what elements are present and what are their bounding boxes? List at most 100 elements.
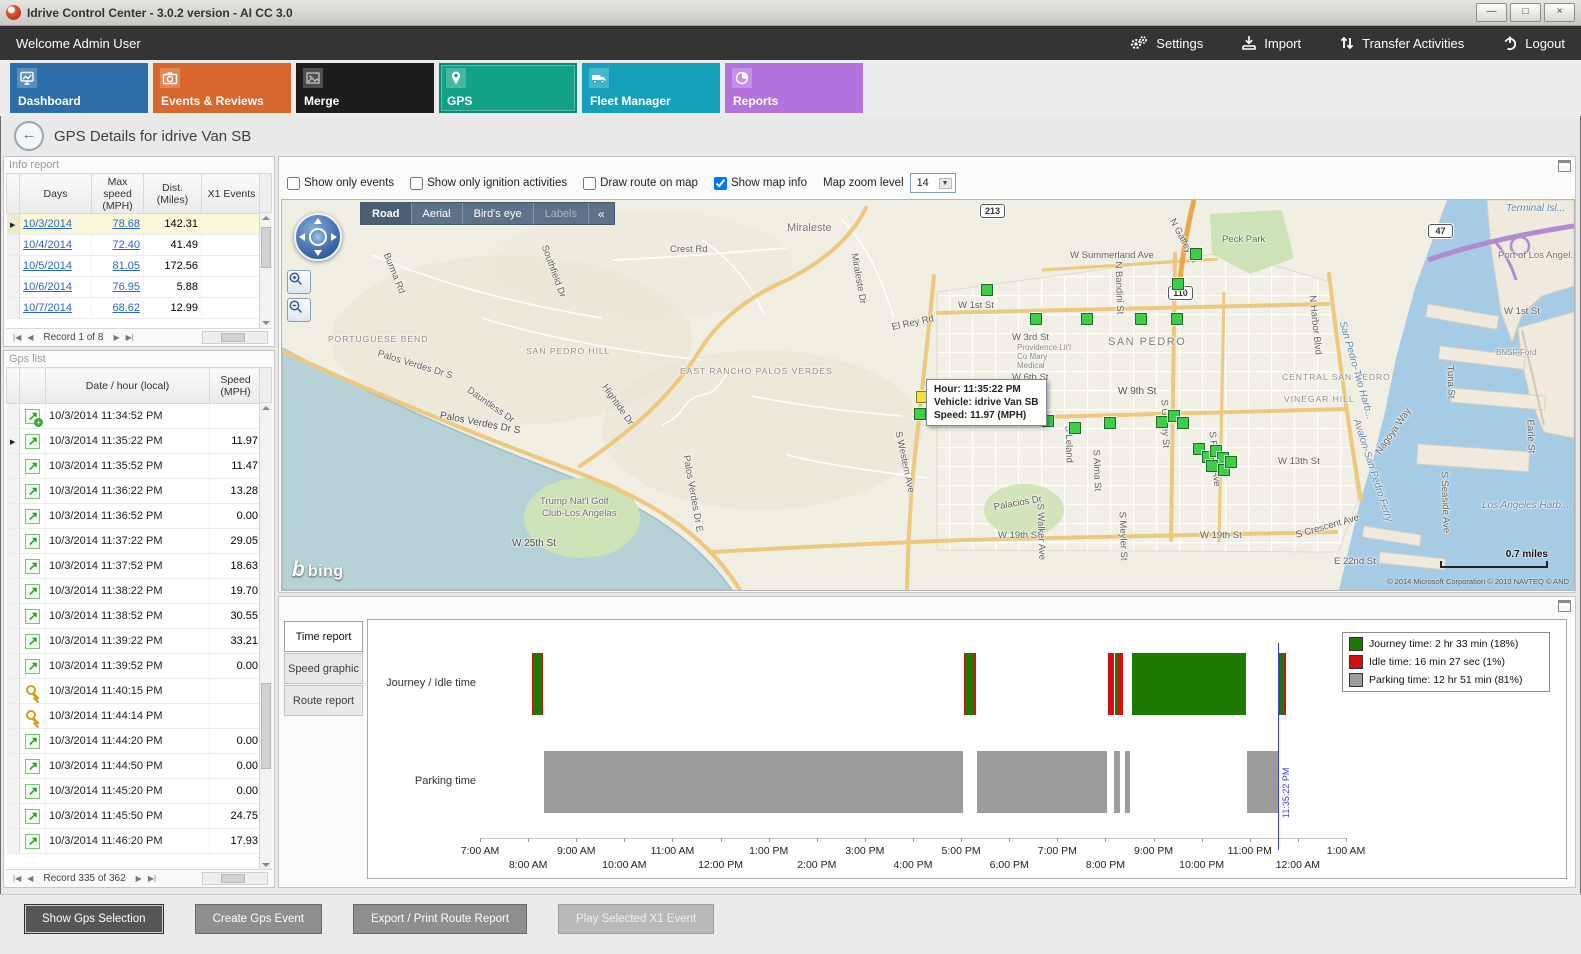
nav-next-icon[interactable]: ▶| [125, 332, 134, 342]
gps-row[interactable]: 10/3/2014 11:44:14 PM [6, 703, 262, 729]
day-link[interactable]: 10/5/2014 [19, 255, 92, 277]
info-report-row[interactable]: 10/7/2014 68.62 12.99 [6, 297, 262, 319]
scroll-thumb[interactable] [221, 873, 245, 883]
zoom-in-button[interactable] [287, 270, 311, 294]
logout-button[interactable]: Logout [1502, 35, 1565, 51]
gps-row[interactable]: 10/3/2014 11:36:52 PM 0.00 [6, 503, 262, 529]
nav-prev-icon[interactable]: |◀ [13, 873, 22, 883]
map-view-tab[interactable]: Labels [534, 203, 589, 224]
col-distance[interactable]: Dist. (Miles) [143, 173, 202, 214]
scroll-thumb[interactable] [261, 227, 271, 269]
collapse-icon[interactable]: « [598, 206, 605, 221]
day-link[interactable]: 10/4/2014 [19, 234, 92, 256]
pan-down-icon[interactable] [314, 250, 322, 256]
report-tab[interactable]: Speed graphic [284, 653, 363, 684]
nav-next-icon[interactable]: ▶ [113, 332, 120, 342]
nav-next-icon[interactable]: ▶ [135, 873, 142, 883]
map-filter-checkbox[interactable]: Show only events [287, 176, 394, 190]
gps-marker[interactable] [914, 408, 926, 420]
info-vertical-scrollbar[interactable] [259, 213, 272, 328]
import-button[interactable]: Import [1241, 35, 1301, 51]
tab-merge[interactable]: Merge [296, 63, 434, 113]
map-compass-control[interactable] [294, 213, 342, 261]
scroll-down-icon[interactable] [262, 863, 270, 867]
gps-row[interactable]: 10/3/2014 11:37:22 PM 29.05 [6, 528, 262, 554]
col-max-speed[interactable]: Max speed (MPH) [91, 173, 144, 214]
gps-horizontal-scrollbar[interactable] [202, 871, 268, 885]
map-filter-checkbox[interactable]: Show only ignition activities [410, 176, 567, 190]
transfer-activities-button[interactable]: Transfer Activities [1339, 35, 1464, 51]
map-filter-checkbox[interactable]: Show map info [713, 176, 807, 190]
footer-button[interactable]: Export / Print Route Report [352, 904, 528, 934]
pan-right-icon[interactable] [331, 233, 337, 241]
footer-button[interactable]: Show Gps Selection [24, 904, 164, 934]
gps-marker[interactable] [1135, 313, 1147, 325]
checkbox-input[interactable] [287, 176, 300, 190]
tab-fleet-manager[interactable]: Fleet Manager [582, 63, 720, 113]
info-report-row[interactable]: 10/3/2014 78.68 142.31 [6, 213, 262, 235]
zoom-out-button[interactable] [287, 298, 311, 322]
gps-marker[interactable] [1030, 313, 1042, 325]
gps-row[interactable]: 10/3/2014 11:45:20 PM 0.00 [6, 778, 262, 804]
gps-marker[interactable] [1069, 422, 1081, 434]
scroll-thumb[interactable] [261, 683, 271, 770]
gps-marker[interactable] [1190, 248, 1202, 260]
checkbox-input[interactable] [410, 176, 424, 190]
gps-row[interactable]: 10/3/2014 11:36:22 PM 13.28 [6, 478, 262, 504]
max-speed-link[interactable]: 76.95 [91, 276, 144, 298]
report-tab[interactable]: Time report [284, 621, 363, 652]
gps-marker[interactable] [981, 284, 993, 296]
nav-prev-icon[interactable]: |◀ [13, 332, 22, 342]
report-tab[interactable]: Route report [284, 685, 363, 716]
gps-row[interactable]: 10/3/2014 11:35:22 PM 11.97 [6, 428, 262, 454]
gps-marker[interactable] [1206, 460, 1218, 472]
col-days[interactable]: Days [19, 173, 92, 214]
scroll-down-icon[interactable] [262, 321, 270, 325]
info-report-row[interactable]: 10/4/2014 72.40 41.49 [6, 234, 262, 256]
gps-row[interactable]: 10/3/2014 11:34:52 PM [6, 403, 262, 429]
map[interactable]: Miraleste Peck Park W Summerland Ave Crest … [281, 199, 1575, 591]
info-report-row[interactable]: 10/5/2014 81.05 172.56 [6, 255, 262, 277]
window-button[interactable]: — [1476, 3, 1507, 22]
nav-prev-icon[interactable]: ◀ [27, 332, 34, 342]
max-speed-link[interactable]: 72.40 [91, 234, 144, 256]
day-link[interactable]: 10/7/2014 [19, 297, 92, 319]
tab-reports[interactable]: Reports [725, 63, 863, 113]
info-report-row[interactable]: 10/6/2014 76.95 5.88 [6, 276, 262, 298]
day-link[interactable]: 10/3/2014 [19, 213, 92, 235]
map-view-tab[interactable]: Road [361, 203, 412, 224]
scroll-thumb[interactable] [221, 332, 245, 342]
footer-button[interactable]: Create Gps Event [194, 904, 322, 934]
window-button[interactable]: × [1544, 3, 1575, 22]
window-button[interactable]: □ [1510, 3, 1541, 22]
map-view-tab[interactable]: Bird's eye [463, 203, 534, 224]
max-speed-link[interactable]: 78.68 [91, 213, 144, 235]
gps-marker[interactable] [1104, 417, 1116, 429]
gps-marker[interactable] [1177, 417, 1189, 429]
checkbox-input[interactable] [583, 176, 597, 190]
footer-button[interactable]: Play Selected X1 Event [558, 904, 715, 934]
tab-gps[interactable]: GPS [439, 63, 577, 113]
pan-left-icon[interactable] [299, 233, 305, 241]
gps-row[interactable]: 10/3/2014 11:37:52 PM 18.63 [6, 553, 262, 579]
gps-row[interactable]: 10/3/2014 11:39:52 PM 0.00 [6, 653, 262, 679]
gps-marker[interactable] [1171, 313, 1183, 325]
gps-row[interactable]: 10/3/2014 11:44:50 PM 0.00 [6, 753, 262, 779]
max-speed-link[interactable]: 81.05 [91, 255, 144, 277]
gps-marker[interactable] [1225, 456, 1237, 468]
settings-button[interactable]: Settings [1129, 35, 1203, 51]
checkbox-input[interactable] [713, 176, 727, 190]
panel-maximize-icon[interactable] [1558, 600, 1571, 612]
gps-row[interactable]: 10/3/2014 11:40:15 PM [6, 678, 262, 704]
scroll-up-icon[interactable] [262, 216, 270, 220]
gps-marker[interactable] [1081, 313, 1093, 325]
back-button[interactable]: ← [14, 121, 44, 151]
nav-next-icon[interactable]: ▶| [147, 873, 157, 883]
gps-row[interactable]: 10/3/2014 11:38:22 PM 19.70 [6, 578, 262, 604]
day-link[interactable]: 10/6/2014 [19, 276, 92, 298]
map-view-tab[interactable]: Aerial [412, 203, 463, 224]
info-horizontal-scrollbar[interactable] [202, 330, 268, 344]
gps-marker[interactable] [1172, 278, 1184, 290]
gps-row[interactable]: 10/3/2014 11:44:20 PM 0.00 [6, 728, 262, 754]
scroll-up-icon[interactable] [262, 406, 270, 410]
